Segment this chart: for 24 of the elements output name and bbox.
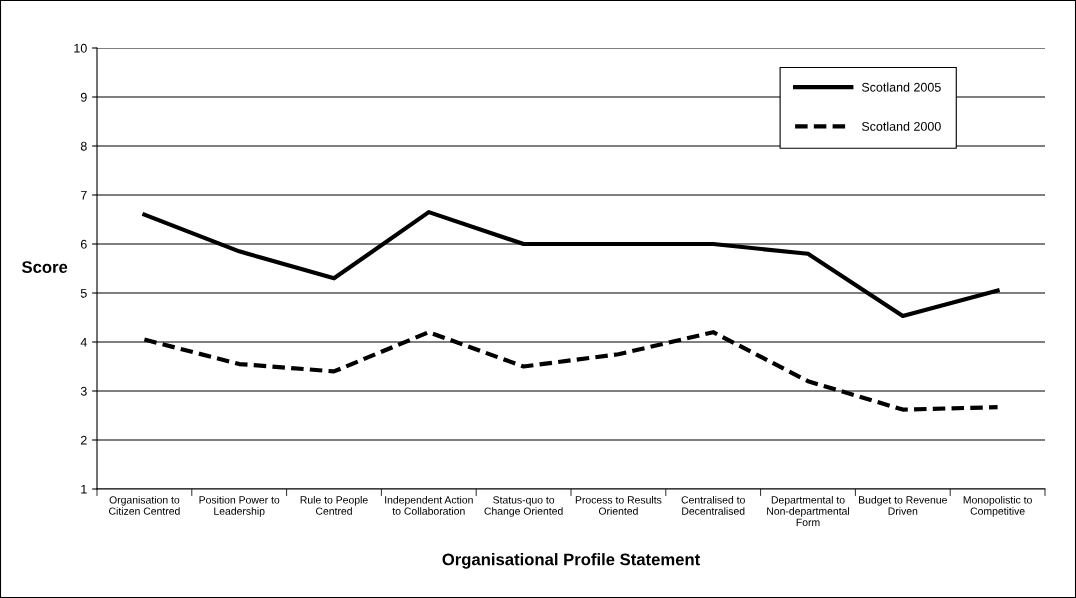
x-tick-label: Organisation to Citizen Centred <box>109 495 180 515</box>
x-tick-label: Process to Results Oriented <box>575 495 662 515</box>
y-tick-label: 6 <box>80 239 87 249</box>
x-tick-label: Independent Action to Collaboration <box>385 495 473 515</box>
x-tick-label: Budget to Revenue Driven <box>859 495 947 515</box>
y-tick-label: 1 <box>81 484 87 494</box>
y-tick-label: 2 <box>80 435 87 445</box>
y-tick-label: 9 <box>80 92 87 102</box>
x-tick-label: Status-quo to Change Oriented <box>484 496 563 517</box>
x-tick-label: Monopolistic to Competitive <box>963 495 1032 517</box>
y-tick-label: 8 <box>80 141 87 151</box>
y-tick-label: 10 <box>74 43 87 53</box>
y-tick-label: 5 <box>80 288 87 298</box>
x-tick-label: Centralised to Decentralised <box>681 495 745 515</box>
y-tick-label: 3 <box>80 386 87 396</box>
y-tick-label: 4 <box>80 337 87 347</box>
x-tick-label: Position Power to Leadership <box>199 495 280 517</box>
x-axis-title: Organisational Profile Statement <box>442 553 700 569</box>
x-tick-label: Rule to People Centred <box>300 495 368 515</box>
x-tick-label: Departmental to Non-departmental Form <box>767 495 849 527</box>
legend-label: Scotland 2005 <box>861 82 941 92</box>
legend-label: Scotland 2000 <box>861 121 941 131</box>
y-tick-label: 7 <box>80 190 87 200</box>
y-axis-title: Score <box>21 261 68 273</box>
